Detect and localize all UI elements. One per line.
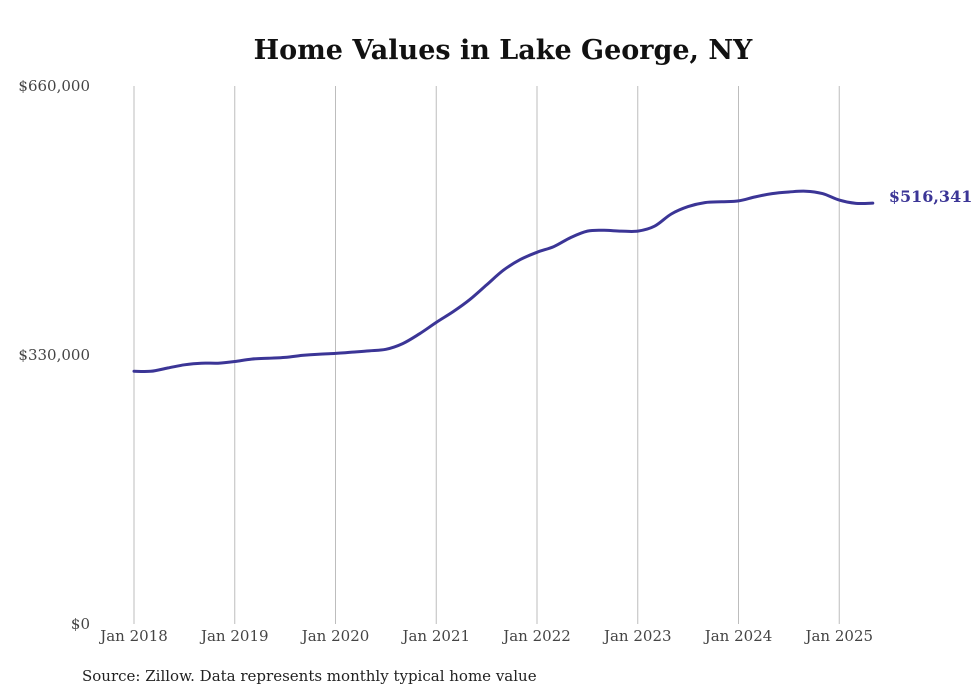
series-line bbox=[132, 189, 875, 374]
x-tick-label: Jan 2023 bbox=[602, 627, 672, 645]
end-value-label: $516,341 bbox=[889, 187, 973, 206]
grid-layer bbox=[133, 86, 840, 624]
x-tick-label: Jan 2019 bbox=[199, 627, 269, 645]
x-axis: Jan 2018 Jan 2019 Jan 2020 Jan 2021 Jan 2022… bbox=[98, 627, 873, 645]
y-axis: $0 $330,000 $660,000 bbox=[18, 77, 90, 633]
x-tick-label: Jan 2022 bbox=[501, 627, 571, 645]
source-note: Source: Zillow. Data represents monthly … bbox=[82, 667, 537, 685]
x-tick-label: Jan 2021 bbox=[400, 627, 470, 645]
x-tick-label: Jan 2025 bbox=[803, 627, 873, 645]
chart-title: Home Values in Lake George, NY bbox=[254, 35, 753, 66]
x-tick-label: Jan 2020 bbox=[300, 627, 370, 645]
x-tick-label: Jan 2024 bbox=[703, 627, 773, 645]
y-tick-label: $330,000 bbox=[18, 346, 90, 364]
y-tick-label: $660,000 bbox=[18, 77, 90, 95]
y-tick-label: $0 bbox=[71, 615, 90, 633]
series-layer: $516,341 bbox=[132, 187, 973, 374]
x-tick-label: Jan 2018 bbox=[98, 627, 168, 645]
